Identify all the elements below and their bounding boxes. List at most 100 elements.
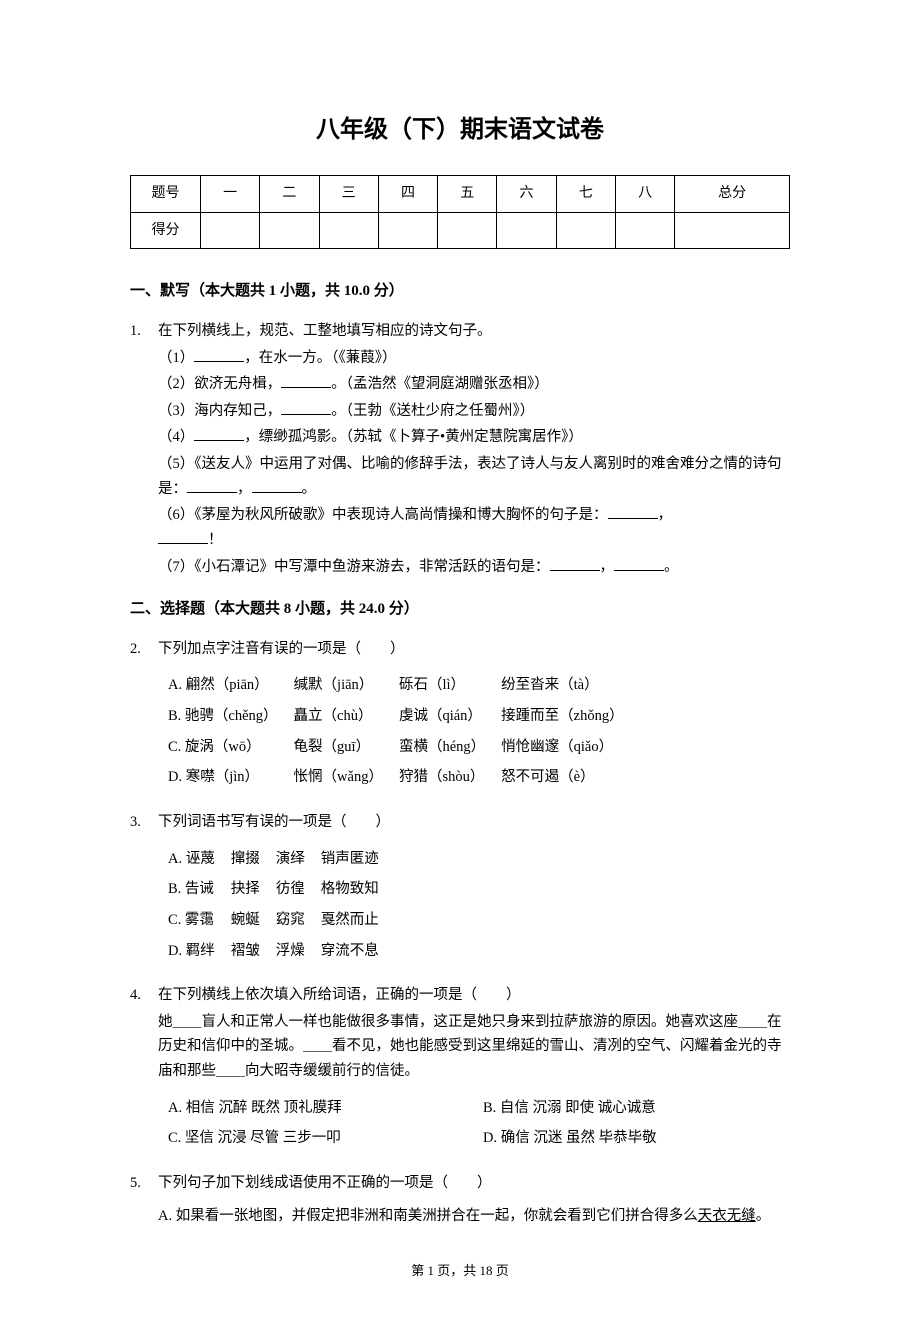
header-cell: 三 [319,175,378,212]
option-cell: 撺掇 [231,845,274,874]
question-3: 3. 下列词语书写有误的一项是（ ） A. 诬蔑撺掇演绎销声匿迹 B. 告诫抉择… [130,810,790,967]
underlined-idiom: 天衣无缝 [698,1208,756,1224]
score-cell [319,212,378,249]
option-row: D. 寒噤（jìn）怅惘（wǎng）狩猎（shòu）怒不可遏（è） [168,763,638,792]
option-cell: 纷至沓来（tà） [501,671,637,700]
question-passage: 她＿＿盲人和正常人一样也能做很多事情，这正是她只身来到拉萨旅游的原因。她喜欢这座… [158,1010,790,1084]
option-cell: 销声匿迹 [321,845,393,874]
option-cell: 演绎 [276,845,319,874]
option-cell: C. 坚信 沉浸 尽管 三步一叩 [168,1124,481,1153]
option-cell: B. 告诫 [168,875,229,904]
text: （1） [158,350,194,366]
header-cell: 七 [556,175,615,212]
header-cell: 总分 [675,175,790,212]
question-body: 在下列横线上，规范、工整地填写相应的诗文句子。 （1），在水一方。（《蒹葭》） … [158,319,790,581]
score-cell [378,212,437,249]
option-cell: 蛮横（héng） [399,733,499,762]
option-cell: 格物致知 [321,875,393,904]
option-cell: 砾石（lì） [399,671,499,700]
option-cell: 彷徨 [276,875,319,904]
option-cell: 怅惘（wǎng） [294,763,397,792]
fill-blank [614,556,664,571]
question-body: 下列句子加下划线成语使用不正确的一项是（ ） A. 如果看一张地图，并假定把非洲… [158,1171,790,1230]
question-number: 1. [130,319,158,581]
score-cell [556,212,615,249]
option-cell: 悄怆幽邃（qiǎo） [501,733,637,762]
option-a: A. 如果看一张地图，并假定把非洲和南美洲拼合在一起，你就会看到它们拼合得多么天… [158,1204,790,1229]
option-cell: A. 翩然（piān） [168,671,292,700]
option-row: C. 雾霭蜿蜒窈窕戛然而止 [168,906,393,935]
text: （7）《小石潭记》中写潭中鱼游来游去，非常活跃的语句是： [158,559,550,575]
option-row: B. 告诫抉择彷徨格物致知 [168,875,393,904]
options-table: A. 翩然（piān）缄默（jiān）砾石（lì）纷至沓来（tà） B. 驰骋（… [166,669,640,794]
question-body: 下列加点字注音有误的一项是（ ） A. 翩然（piān）缄默（jiān）砾石（l… [158,637,790,794]
sub-line: （1） ，在水一方。（《蒹葭》） [158,346,790,371]
header-cell: 五 [438,175,497,212]
header-cell: 一 [201,175,260,212]
option-cell: 蜿蜒 [231,906,274,935]
question-body: 在下列横线上依次填入所给词语，正确的一项是（ ） 她＿＿盲人和正常人一样也能做很… [158,983,790,1155]
text: ， [237,481,252,497]
options-table: A. 相信 沉醉 既然 顶礼膜拜B. 自信 沉溺 即使 诚心诚意 C. 坚信 沉… [166,1092,798,1155]
score-table-score-row: 得分 [131,212,790,249]
option-cell: B. 自信 沉溺 即使 诚心诚意 [483,1094,796,1123]
option-cell: A. 诬蔑 [168,845,229,874]
text: （6）《茅屋为秋风所破歌》中表现诗人高尚情操和博大胸怀的句子是： [158,507,608,523]
fill-blank [187,478,237,493]
section-heading-1: 一、默写（本大题共 1 小题，共 10.0 分） [130,279,790,305]
sub-line: （2）欲济无舟楫，。（孟浩然《望洞庭湖赠张丞相》） [158,372,790,397]
question-number: 3. [130,810,158,967]
question-stem: 在下列横线上，规范、工整地填写相应的诗文句子。 [158,319,790,344]
text: ，在水一方。（《蒹葭》） [244,350,396,366]
score-cell [260,212,319,249]
option-cell: B. 驰骋（chěng） [168,702,292,731]
score-cell [201,212,260,249]
option-cell: 龟裂（guī） [294,733,397,762]
fill-blank [194,427,244,442]
fill-blank [550,556,600,571]
score-cell [675,212,790,249]
question-stem: 在下列横线上依次填入所给词语，正确的一项是（ ） [158,983,790,1008]
score-cell [497,212,556,249]
option-cell: 抉择 [231,875,274,904]
option-cell: 穿流不息 [321,937,393,966]
text: 。 [756,1208,771,1224]
fill-blank [281,400,331,415]
question-number: 2. [130,637,158,794]
text: 。 [302,481,317,497]
option-cell: 褶皱 [231,937,274,966]
header-cell: 八 [615,175,674,212]
question-stem: 下列加点字注音有误的一项是（ ） [158,637,790,662]
header-cell: 题号 [131,175,201,212]
text: （3）海内存知己， [158,403,281,419]
question-number: 4. [130,983,158,1155]
fill-blank [608,505,658,520]
text: ，缥缈孤鸿影。（苏轼《卜算子•黄州定慧院寓居作》） [244,429,583,445]
option-row: A. 翩然（piān）缄默（jiān）砾石（lì）纷至沓来（tà） [168,671,638,700]
option-cell: 窈窕 [276,906,319,935]
option-row: A. 相信 沉醉 既然 顶礼膜拜B. 自信 沉溺 即使 诚心诚意 [168,1094,796,1123]
text: （4） [158,429,194,445]
option-cell: 虔诚（qián） [399,702,499,731]
option-row: C. 坚信 沉浸 尽管 三步一叩D. 确信 沉迷 虽然 毕恭毕敬 [168,1124,796,1153]
text: 。 [664,559,679,575]
fill-blank [252,478,302,493]
question-number: 5. [130,1171,158,1230]
question-5: 5. 下列句子加下划线成语使用不正确的一项是（ ） A. 如果看一张地图，并假定… [130,1171,790,1230]
options-table: A. 诬蔑撺掇演绎销声匿迹 B. 告诫抉择彷徨格物致知 C. 雾霭蜿蜒窈窕戛然而… [166,843,395,968]
fill-blank [158,530,208,545]
option-cell: D. 羁绊 [168,937,229,966]
header-cell: 六 [497,175,556,212]
question-2: 2. 下列加点字注音有误的一项是（ ） A. 翩然（piān）缄默（jiān）砾… [130,637,790,794]
option-row: C. 旋涡（wō）龟裂（guī）蛮横（héng）悄怆幽邃（qiǎo） [168,733,638,762]
sub-line: （6）《茅屋为秋风所破歌》中表现诗人高尚情操和博大胸怀的句子是：，！ [158,503,790,552]
fill-blank [281,374,331,389]
option-cell: C. 雾霭 [168,906,229,935]
row-label-cell: 得分 [131,212,201,249]
header-cell: 二 [260,175,319,212]
option-cell: D. 确信 沉迷 虽然 毕恭毕敬 [483,1124,796,1153]
text: A. 如果看一张地图，并假定把非洲和南美洲拼合在一起，你就会看到它们拼合得多么 [158,1208,698,1224]
score-cell [615,212,674,249]
option-cell: D. 寒噤（jìn） [168,763,292,792]
option-row: D. 羁绊褶皱浮燥穿流不息 [168,937,393,966]
